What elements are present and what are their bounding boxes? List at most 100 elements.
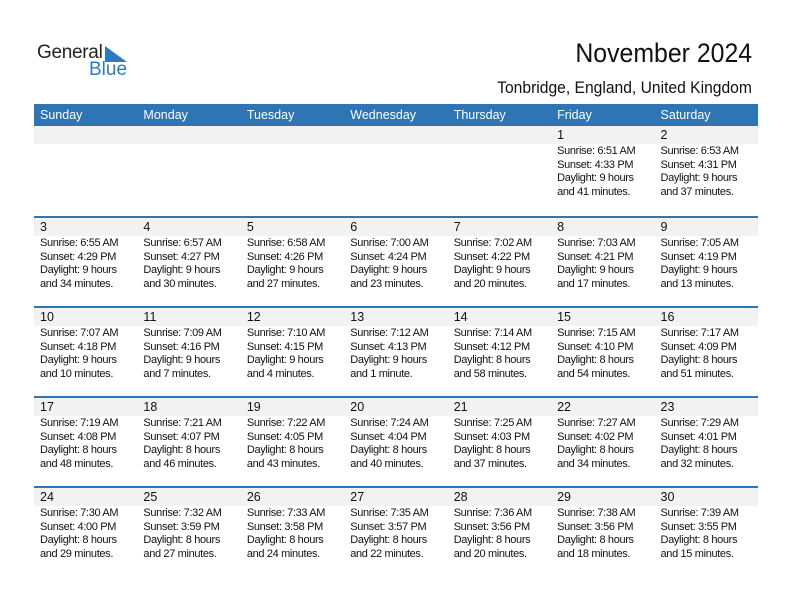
day-number — [447, 126, 552, 144]
daylight1-text: Daylight: 9 hours — [246, 354, 324, 366]
day-info: Sunrise: 7:00 AM Sunset: 4:24 PM Daylight:… — [344, 236, 447, 291]
sunrise-text: Sunrise: 7:22 AM — [246, 417, 326, 429]
day-info: Sunrise: 7:27 AM Sunset: 4:02 PM Daylight:… — [551, 416, 654, 471]
sunset-text: Sunset: 4:07 PM — [143, 430, 220, 443]
daylight1-text: Daylight: 8 hours — [453, 354, 531, 366]
sunrise-text: Sunrise: 6:53 AM — [660, 145, 740, 157]
empty-day-cell — [137, 126, 241, 216]
daylight1-text: Daylight: 9 hours — [40, 354, 117, 366]
sunrise-text: Sunrise: 7:24 AM — [350, 417, 429, 429]
sunrise-text: Sunrise: 6:58 AM — [246, 237, 326, 249]
day-info: Sunrise: 6:51 AM Sunset: 4:33 PM Daylight:… — [551, 144, 654, 199]
day-info: Sunrise: 7:33 AM Sunset: 3:58 PM Daylight:… — [241, 506, 344, 561]
week-row: 1 Sunrise: 6:51 AM Sunset: 4:33 PM Daylight… — [34, 126, 758, 216]
logo-text-blue: Blue — [89, 59, 128, 80]
sunset-text: Sunset: 3:55 PM — [660, 520, 737, 533]
day-cell: 2 Sunrise: 6:53 AM Sunset: 4:31 PM Daylight… — [654, 126, 758, 216]
daylight1-text: Daylight: 9 hours — [660, 264, 738, 276]
week-row: 24 Sunrise: 7:30 AM Sunset: 4:00 PM Dayligh… — [34, 486, 758, 576]
day-info: Sunrise: 7:21 AM Sunset: 4:07 PM Daylight:… — [137, 416, 240, 471]
daylight2-text: and 7 minutes. — [143, 367, 211, 380]
day-cell: 10 Sunrise: 7:07 AM Sunset: 4:18 PM Dayligh… — [34, 308, 138, 396]
sunset-text: Sunset: 4:15 PM — [246, 340, 323, 353]
sunset-text: Sunset: 4:21 PM — [557, 250, 634, 263]
sunset-text: Sunset: 4:16 PM — [143, 340, 220, 353]
day-number: 10 — [34, 308, 138, 326]
day-cell: 30 Sunrise: 7:39 AM Sunset: 3:55 PM Dayligh… — [654, 488, 758, 576]
daylight1-text: Daylight: 8 hours — [246, 534, 324, 546]
day-number: 20 — [344, 398, 448, 416]
sunrise-text: Sunrise: 6:57 AM — [143, 237, 222, 249]
day-cell: 19 Sunrise: 7:22 AM Sunset: 4:05 PM Dayligh… — [240, 398, 345, 486]
sunrise-text: Sunrise: 6:51 AM — [557, 145, 636, 157]
day-info: Sunrise: 6:58 AM Sunset: 4:26 PM Daylight:… — [241, 236, 344, 291]
sunset-text: Sunset: 4:24 PM — [350, 250, 427, 263]
day-cell: 7 Sunrise: 7:02 AM Sunset: 4:22 PM Daylight… — [447, 218, 552, 306]
sunset-text: Sunset: 4:12 PM — [453, 340, 530, 353]
day-number — [137, 126, 241, 144]
sunset-text: Sunset: 4:19 PM — [660, 250, 737, 263]
daylight2-text: and 10 minutes. — [40, 367, 114, 380]
sunrise-text: Sunrise: 7:10 AM — [246, 327, 326, 339]
day-info: Sunrise: 7:35 AM Sunset: 3:57 PM Daylight:… — [344, 506, 447, 561]
sunrise-text: Sunrise: 7:39 AM — [660, 507, 740, 519]
daylight2-text: and 27 minutes. — [246, 277, 320, 290]
sunrise-text: Sunrise: 7:14 AM — [453, 327, 533, 339]
day-info: Sunrise: 7:38 AM Sunset: 3:56 PM Daylight:… — [551, 506, 654, 561]
day-number: 23 — [654, 398, 758, 416]
weekday-monday: Monday — [143, 108, 188, 122]
day-number: 27 — [344, 488, 448, 506]
sunset-text: Sunset: 3:57 PM — [350, 520, 427, 533]
day-info: Sunrise: 7:03 AM Sunset: 4:21 PM Daylight:… — [551, 236, 654, 291]
daylight1-text: Daylight: 9 hours — [246, 264, 324, 276]
sunrise-text: Sunrise: 7:21 AM — [143, 417, 222, 429]
daylight1-text: Daylight: 8 hours — [660, 534, 738, 546]
day-cell: 16 Sunrise: 7:17 AM Sunset: 4:09 PM Dayligh… — [654, 308, 758, 396]
day-info: Sunrise: 7:09 AM Sunset: 4:16 PM Daylight:… — [137, 326, 240, 381]
day-number: 2 — [654, 126, 758, 144]
daylight2-text: and 20 minutes. — [453, 547, 527, 560]
daylight1-text: Daylight: 9 hours — [143, 264, 221, 276]
sunrise-text: Sunrise: 7:38 AM — [557, 507, 636, 519]
sunrise-text: Sunrise: 7:25 AM — [453, 417, 533, 429]
day-number: 11 — [137, 308, 241, 326]
day-info: Sunrise: 7:32 AM Sunset: 3:59 PM Daylight:… — [137, 506, 240, 561]
weekday-saturday: Saturday — [660, 108, 711, 122]
weekday-header: Sunday Monday Tuesday Wednesday Thursday… — [34, 104, 758, 126]
day-cell: 25 Sunrise: 7:32 AM Sunset: 3:59 PM Dayligh… — [137, 488, 241, 576]
sunrise-text: Sunrise: 7:02 AM — [453, 237, 533, 249]
day-number: 16 — [654, 308, 758, 326]
daylight2-text: and 40 minutes. — [350, 457, 424, 470]
day-number: 13 — [344, 308, 448, 326]
day-cell: 23 Sunrise: 7:29 AM Sunset: 4:01 PM Dayligh… — [654, 398, 758, 486]
day-number: 18 — [137, 398, 241, 416]
daylight2-text: and 20 minutes. — [453, 277, 527, 290]
day-cell: 1 Sunrise: 6:51 AM Sunset: 4:33 PM Daylight… — [551, 126, 655, 216]
day-number: 30 — [654, 488, 758, 506]
sunset-text: Sunset: 4:27 PM — [143, 250, 220, 263]
daylight2-text: and 22 minutes. — [350, 547, 424, 560]
daylight1-text: Daylight: 8 hours — [453, 444, 531, 456]
day-info: Sunrise: 7:12 AM Sunset: 4:13 PM Daylight:… — [344, 326, 447, 381]
daylight2-text: and 13 minutes. — [660, 277, 734, 290]
daylight2-text: and 29 minutes. — [40, 547, 114, 560]
sunset-text: Sunset: 4:01 PM — [660, 430, 737, 443]
daylight1-text: Daylight: 8 hours — [660, 354, 738, 366]
day-number: 8 — [551, 218, 655, 236]
day-cell: 29 Sunrise: 7:38 AM Sunset: 3:56 PM Dayligh… — [551, 488, 655, 576]
sunset-text: Sunset: 3:56 PM — [453, 520, 530, 533]
day-info: Sunrise: 7:07 AM Sunset: 4:18 PM Daylight:… — [34, 326, 137, 381]
day-number: 17 — [34, 398, 138, 416]
sunrise-text: Sunrise: 7:00 AM — [350, 237, 429, 249]
daylight2-text: and 4 minutes. — [246, 367, 315, 380]
sunset-text: Sunset: 4:09 PM — [660, 340, 737, 353]
daylight1-text: Daylight: 9 hours — [557, 264, 634, 276]
day-cell: 4 Sunrise: 6:57 AM Sunset: 4:27 PM Daylight… — [137, 218, 241, 306]
day-number: 26 — [240, 488, 345, 506]
sunset-text: Sunset: 4:04 PM — [350, 430, 427, 443]
day-cell: 22 Sunrise: 7:27 AM Sunset: 4:02 PM Dayligh… — [551, 398, 655, 486]
sunset-text: Sunset: 4:33 PM — [557, 158, 634, 171]
logo-triangle-icon — [105, 46, 127, 62]
week-row: 17 Sunrise: 7:19 AM Sunset: 4:08 PM Dayligh… — [34, 396, 758, 486]
daylight1-text: Daylight: 8 hours — [40, 534, 117, 546]
